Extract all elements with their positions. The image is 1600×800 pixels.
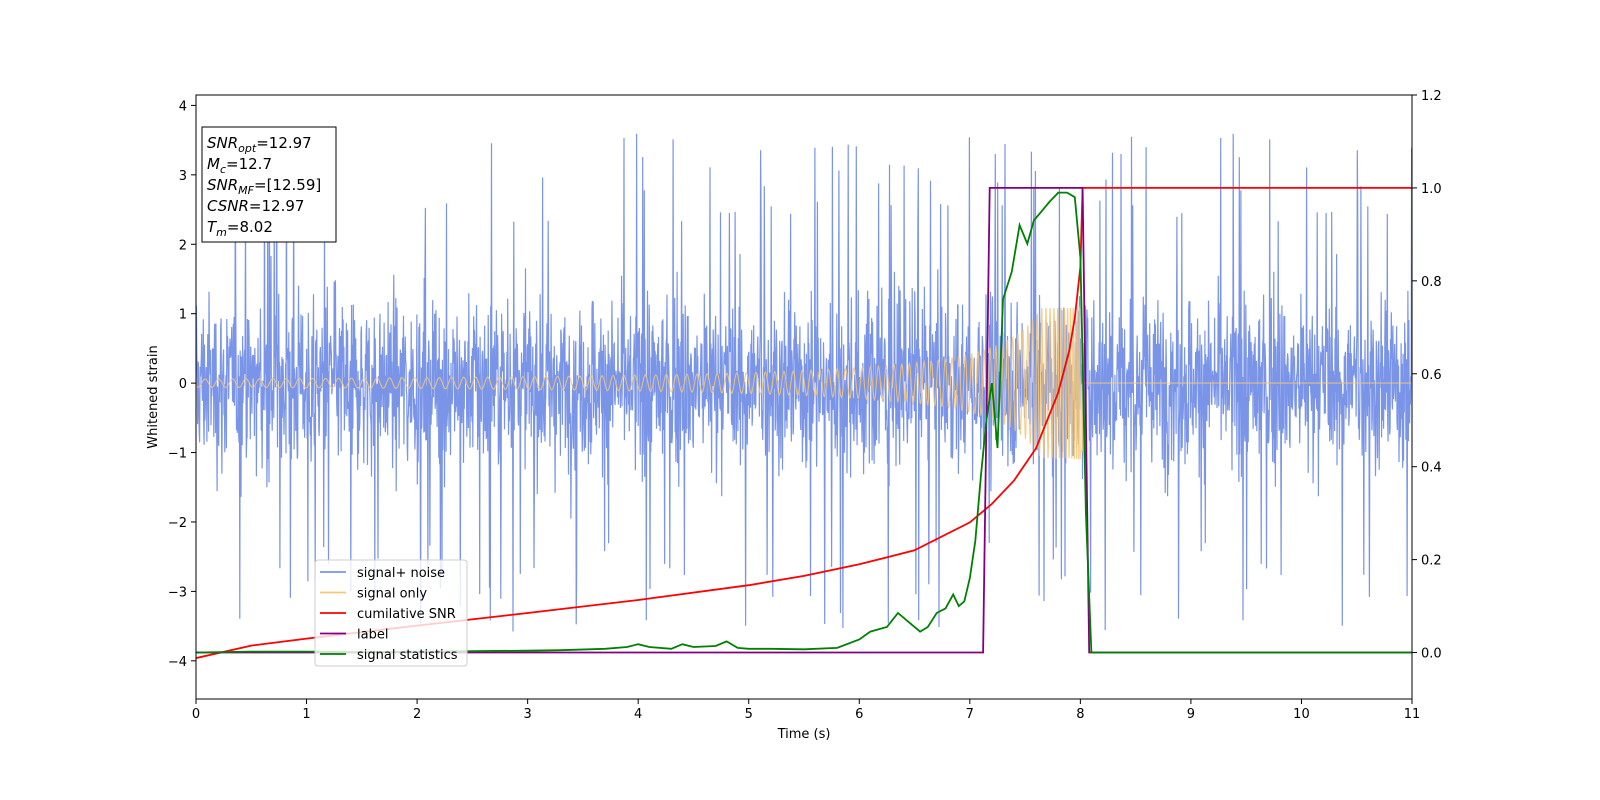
info-box-line: Tm=8.02: [207, 218, 273, 239]
x-axis-label: Time (s): [777, 727, 831, 742]
y-right-tick-label: 1.0: [1421, 182, 1442, 197]
y-left-tick-label: −2: [168, 516, 187, 531]
x-tick-label: 2: [413, 707, 421, 722]
y-left-tick-label: −3: [168, 585, 187, 600]
y-left-tick-label: 0: [179, 377, 187, 392]
legend: signal+ noise signal only cumilative SNR la…: [314, 559, 468, 667]
x-tick-label: 9: [1187, 707, 1195, 722]
series-signal-statistics-line: [196, 191, 1412, 654]
info-box-line: Mc=12.7: [207, 155, 272, 176]
info-box-line: CSNR=12.97: [207, 197, 304, 215]
y-left-tick-label: 4: [179, 99, 187, 114]
y-right-tick-label: 0.4: [1421, 461, 1442, 476]
series-signal-only-line: [196, 306, 1412, 460]
x-tick-label: 6: [855, 707, 863, 722]
y-left-tick-label: −4: [168, 655, 187, 670]
y-left-tick-label: −1: [168, 447, 187, 462]
y-right-tick-label: 1.2: [1421, 89, 1442, 104]
y-right-tick-label: 0.2: [1421, 554, 1442, 569]
legend-label: cumilative SNR: [357, 607, 456, 622]
x-tick-label: 1: [302, 707, 310, 722]
y-axis-label: Whitened strain: [146, 345, 161, 448]
y-right-tick-label: 0.6: [1421, 368, 1442, 383]
legend-label: signal only: [357, 587, 427, 602]
plot-frame: [195, 94, 1413, 700]
info-box-line: SNRopt=12.97: [207, 134, 312, 155]
legend-label: label: [357, 628, 388, 643]
info-box: SNRopt=12.97Mc=12.7SNRMF=[12.59]CSNR=12.…: [201, 126, 337, 243]
y-left-tick-label: 3: [179, 169, 187, 184]
y-right-tick-label: 0.8: [1421, 275, 1442, 290]
legend-frame: [314, 559, 468, 667]
axes-layer: 0 1 2 3 4 5 6 7 8 9 10 11 −4 −3 −2 −1 0 1 2 3 4 0.0 0.2 0.4 0.6 0…: [168, 89, 1442, 722]
x-tick-label: 4: [634, 707, 642, 722]
legend-label: signal+ noise: [357, 566, 445, 581]
x-tick-label: 8: [1076, 707, 1084, 722]
series-signal-noise-line: [196, 133, 1412, 632]
info-box-line: SNRMF=[12.59]: [207, 176, 321, 197]
y-left-tick-label: 2: [179, 238, 187, 253]
x-tick-label: 0: [192, 707, 200, 722]
x-tick-label: 3: [523, 707, 531, 722]
x-tick-label: 7: [966, 707, 974, 722]
x-tick-label: 11: [1404, 707, 1421, 722]
info-box-frame: [201, 126, 337, 243]
x-tick-label: 5: [745, 707, 753, 722]
y-right-tick-label: 0.0: [1421, 647, 1442, 662]
legend-label: signal statistics: [357, 648, 458, 663]
y-left-tick-label: 1: [179, 308, 187, 323]
x-tick-label: 10: [1293, 707, 1310, 722]
